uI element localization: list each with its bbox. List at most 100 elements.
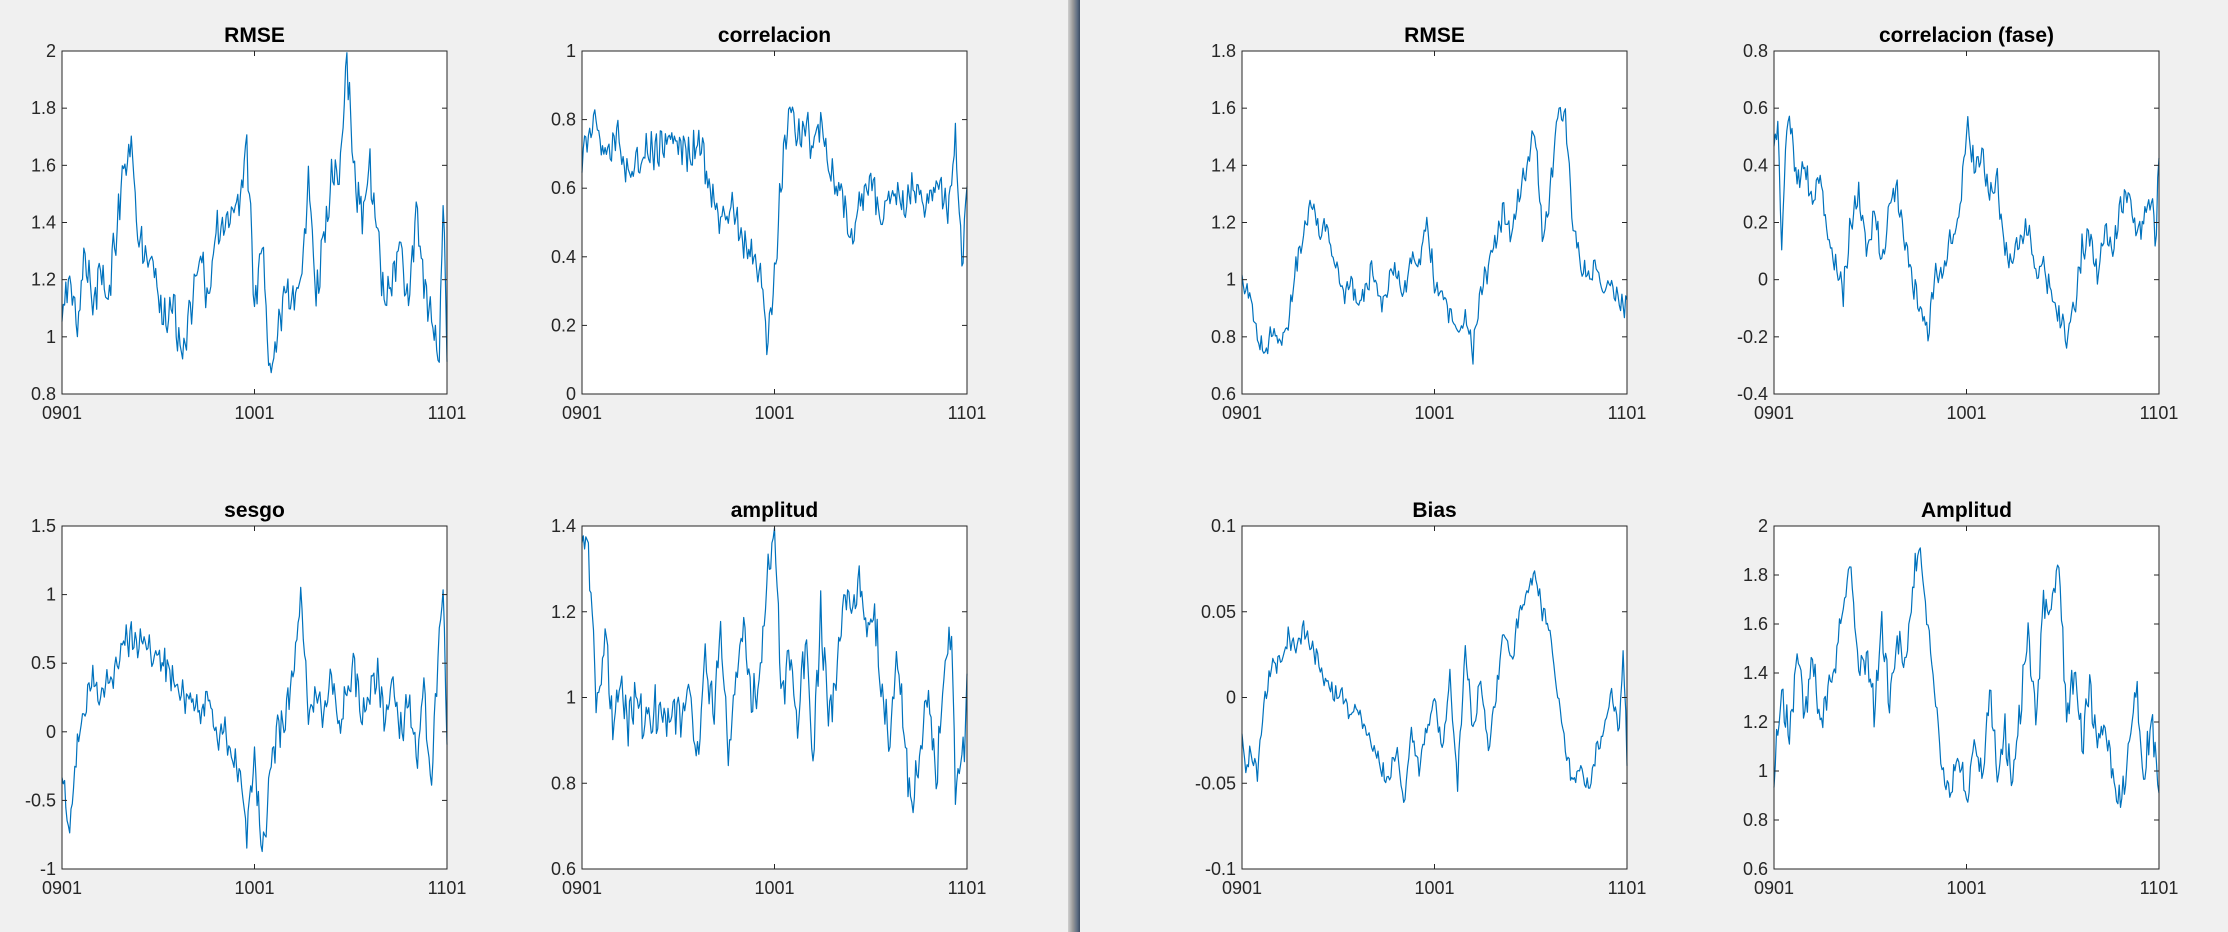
y-tick-label: 1.2 — [551, 602, 576, 622]
chart-bias: Bias -0.1 -0.05 0 0.05 0.1 0901 1001 1101 — [1195, 499, 1647, 898]
x-tick-label: 1001 — [1946, 403, 1986, 423]
plot-area — [1242, 51, 1627, 394]
y-tick-label: -0.1 — [1205, 859, 1236, 879]
chart-sesgo: sesgo -1 -0.5 0 0.5 1 1.5 0901 1001 1101 — [25, 499, 467, 898]
subplot-rmse-right: RMSE 0.6 0.8 1 1.2 1.4 1.6 1.8 0901 1001 1101 — [1180, 0, 1700, 440]
x-tick-label: 1101 — [428, 403, 467, 423]
y-tick-label: 0.6 — [551, 859, 576, 879]
window-divider — [1068, 0, 1080, 932]
subplot-correlacion-fase: correlacion (fase) -0.4 -0.2 0 0.2 0.4 0.6 0.8 0… — [1712, 0, 2228, 440]
y-tick-label: -0.4 — [1737, 384, 1768, 404]
plot-area — [1774, 51, 2159, 394]
series-line — [1773, 547, 2160, 808]
chart-title: Bias — [1412, 499, 1456, 522]
x-tick-label: 1101 — [1608, 878, 1647, 898]
x-tick-label: 1001 — [234, 878, 274, 898]
plot-area — [582, 526, 967, 869]
y-tick-label: 2 — [46, 41, 56, 61]
y-tick-label: 1.4 — [31, 213, 56, 233]
y-tick-label: 1.8 — [31, 98, 56, 118]
y-tick-label: 1.6 — [1743, 614, 1768, 634]
y-tick-label: 1.6 — [31, 155, 56, 175]
chart-rmse: RMSE 0.8 1 1.2 1.4 1.6 1.8 2 0901 1001 1101 — [31, 24, 467, 423]
y-tick-label: -0.5 — [25, 790, 56, 810]
subplot-sesgo: sesgo -1 -0.5 0 0.5 1 1.5 0901 1001 1101 — [0, 475, 520, 915]
x-tick-label: 0901 — [42, 403, 82, 423]
series-line — [61, 52, 448, 374]
y-tick-label: 1 — [566, 41, 576, 61]
x-tick-label: 1001 — [1414, 403, 1454, 423]
y-tick-label: 1.8 — [1743, 565, 1768, 585]
chart-title: sesgo — [224, 499, 285, 522]
y-tick-label: 1.2 — [1743, 712, 1768, 732]
chart-amplitud: amplitud 0.6 0.8 1 1.2 1.4 0901 1001 1101 — [551, 499, 987, 898]
x-tick-label: 1001 — [754, 403, 794, 423]
y-tick-label: 0.1 — [1211, 516, 1236, 536]
subplot-amplitud-right: Amplitud 0.6 0.8 1 1.2 1.4 1.6 1.8 2 0901 1001 1101 — [1712, 475, 2228, 915]
chart-amplitud-right: Amplitud 0.6 0.8 1 1.2 1.4 1.6 1.8 2 0901 1001 1101 — [1743, 499, 2179, 898]
series-line — [61, 586, 448, 853]
chart-title: correlacion — [718, 24, 831, 47]
plot-area — [1242, 526, 1627, 869]
figure-window-right: RMSE 0.6 0.8 1 1.2 1.4 1.6 1.8 0901 1001 1101 corr… — [1080, 0, 2228, 932]
y-tick-label: -0.2 — [1737, 327, 1768, 347]
y-tick-label: 1.2 — [1211, 213, 1236, 233]
x-tick-label: 1101 — [2140, 403, 2179, 423]
y-tick-label: 1.4 — [1211, 155, 1236, 175]
x-tick-label: 1101 — [948, 878, 987, 898]
x-tick-label: 1101 — [428, 878, 467, 898]
y-tick-label: 1 — [1226, 270, 1236, 290]
y-tick-label: -1 — [40, 859, 56, 879]
series-line — [581, 106, 968, 356]
y-tick-label: 0 — [46, 722, 56, 742]
y-tick-label: 0.6 — [551, 178, 576, 198]
y-tick-label: 0.6 — [1743, 859, 1768, 879]
y-tick-label: 0.4 — [551, 247, 576, 267]
y-tick-label: 0.8 — [1743, 41, 1768, 61]
y-tick-label: 0.2 — [551, 315, 576, 335]
y-tick-label: 0.8 — [1211, 327, 1236, 347]
y-tick-label: 1 — [1758, 761, 1768, 781]
y-tick-label: -0.05 — [1195, 773, 1236, 793]
y-tick-label: 1.8 — [1211, 41, 1236, 61]
y-tick-label: 1.5 — [31, 516, 56, 536]
y-tick-label: 1 — [566, 688, 576, 708]
x-tick-label: 1001 — [754, 878, 794, 898]
x-tick-label: 0901 — [1754, 878, 1794, 898]
plot-area — [582, 51, 967, 394]
series-line — [1773, 115, 2160, 349]
chart-correlacion-fase: correlacion (fase) -0.4 -0.2 0 0.2 0.4 0.6 0.8 0… — [1737, 24, 2179, 423]
y-tick-label: 0.8 — [551, 773, 576, 793]
y-tick-label: 1.4 — [1743, 663, 1768, 683]
figure-window-left: RMSE 0.8 1 1.2 1.4 1.6 1.8 2 0901 1001 1101 correl… — [0, 0, 1068, 932]
x-tick-label: 1001 — [1414, 878, 1454, 898]
y-tick-label: 0.8 — [31, 384, 56, 404]
y-tick-label: 0.6 — [1743, 98, 1768, 118]
x-tick-label: 0901 — [562, 403, 602, 423]
x-tick-label: 0901 — [562, 878, 602, 898]
x-tick-label: 1101 — [1608, 403, 1647, 423]
y-tick-label: 1.4 — [551, 516, 576, 536]
x-tick-label: 1101 — [948, 403, 987, 423]
x-tick-label: 1101 — [2140, 878, 2179, 898]
y-tick-label: 1.6 — [1211, 98, 1236, 118]
y-tick-label: 0.8 — [551, 110, 576, 130]
y-tick-label: 0 — [1226, 688, 1236, 708]
chart-rmse-right: RMSE 0.6 0.8 1 1.2 1.4 1.6 1.8 0901 1001 1101 — [1211, 24, 1647, 423]
y-tick-label: 0.8 — [1743, 810, 1768, 830]
y-tick-label: 0.5 — [31, 653, 56, 673]
y-tick-label: 0.05 — [1201, 602, 1236, 622]
subplot-rmse: RMSE 0.8 1 1.2 1.4 1.6 1.8 2 0901 1001 1101 — [0, 0, 520, 440]
y-tick-label: 1.2 — [31, 270, 56, 290]
x-tick-label: 0901 — [1222, 403, 1262, 423]
x-tick-label: 1001 — [234, 403, 274, 423]
series-line — [1241, 570, 1628, 803]
x-tick-label: 0901 — [42, 878, 82, 898]
y-tick-label: 0.6 — [1211, 384, 1236, 404]
subplot-correlacion: correlacion 0 0.2 0.4 0.6 0.8 1 0901 1001 1101 — [520, 0, 1040, 440]
series-line — [1241, 106, 1628, 365]
subplot-bias: Bias -0.1 -0.05 0 0.05 0.1 0901 1001 1101 — [1180, 475, 1700, 915]
y-tick-label: 0 — [566, 384, 576, 404]
chart-title: correlacion (fase) — [1879, 24, 2054, 47]
x-tick-label: 0901 — [1754, 403, 1794, 423]
